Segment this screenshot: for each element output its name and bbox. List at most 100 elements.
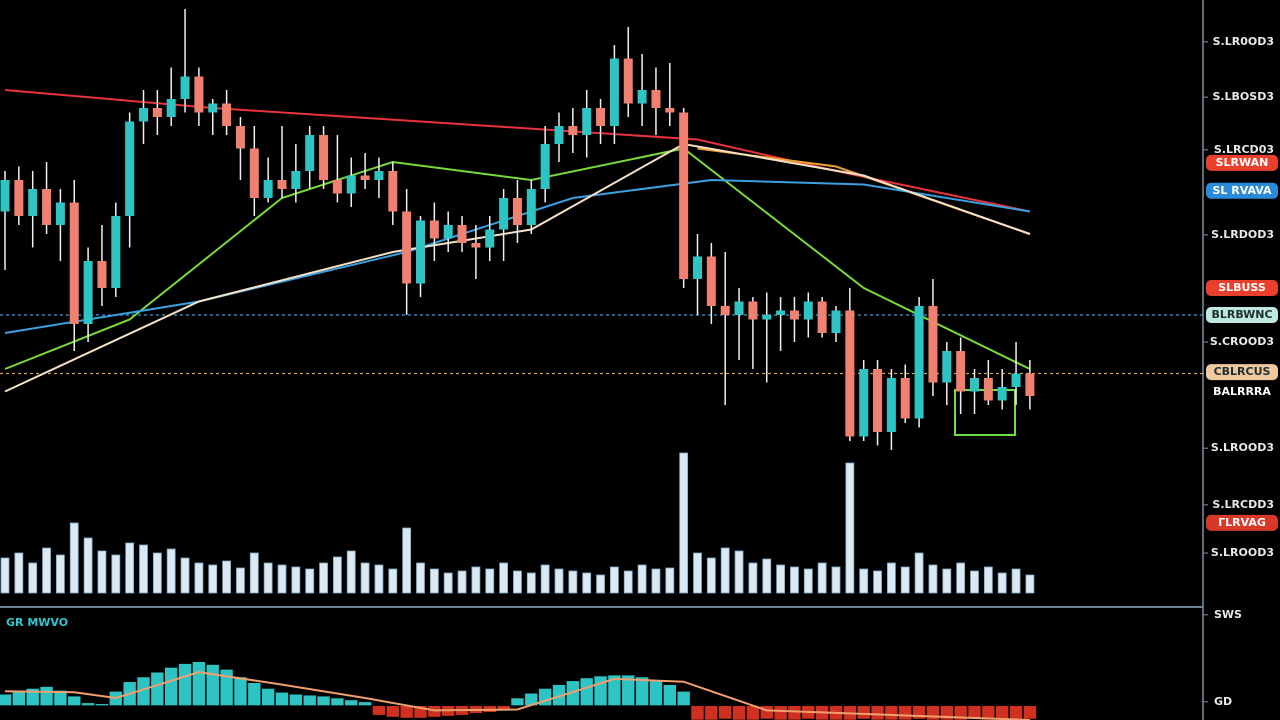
candle-body [42,189,52,225]
candle-body [582,108,592,135]
price-tag-label: ΓLRVAG [1218,516,1266,529]
volume-bar [263,562,273,594]
indicator-title: GR MWVO [6,616,68,629]
histogram-bar [898,705,913,720]
candle-body [928,306,938,383]
histogram-bar [0,693,12,706]
histogram-bar [884,705,899,720]
volume-bar [194,562,204,594]
histogram-bar [649,679,663,706]
candle-body [152,108,162,117]
volume-bar [402,527,412,594]
y-tick-label: S.CROOD3 [1210,335,1274,348]
volume-bar [28,562,38,594]
histogram-bar [261,688,275,706]
moving-average [4,147,1031,370]
candle-body [111,216,121,288]
histogram-bar [621,674,636,706]
candle-body [443,225,453,239]
price-tag-bg [1206,307,1278,323]
candle-body [637,90,647,104]
histogram-bar [967,705,982,720]
candle-body [166,99,176,117]
volume-bar [166,548,176,594]
candle-body [55,202,65,225]
price-tag-bg [1206,280,1278,296]
volume-bar [734,550,744,594]
candle-body [540,144,550,189]
candle-body [388,171,398,212]
candle-body [997,387,1007,401]
volume-bar [748,562,758,594]
candle-body [720,306,730,315]
histogram-bar [718,705,733,720]
price-tag-label: SLBUSS [1218,281,1266,294]
candle-body [693,256,702,279]
volume-bar [388,568,398,594]
price-tag-bg [1206,182,1278,199]
volume-bar [291,566,301,594]
volume-bar [554,568,564,594]
volume-bar [914,552,924,594]
volume-bar [0,557,10,594]
histogram-bar [289,693,303,706]
volume-bar [693,552,702,594]
volume-bar [790,566,799,594]
y-tick-label: SWS [1214,608,1242,621]
candle-body [859,369,869,437]
candle-body [803,301,813,320]
histogram-bar [773,705,788,720]
volume-bar [69,522,79,594]
volume-bar [1011,568,1021,594]
volume-bar [845,462,855,594]
candle-body [125,121,135,216]
volume-bar [513,570,522,594]
candle-body [609,58,619,126]
candle-body [332,180,342,194]
candle-body [83,261,93,324]
candle-body [665,108,675,113]
candle-body [956,351,966,392]
volume-bar [900,566,910,594]
histogram-bar [330,697,345,706]
histogram-bar [67,695,82,706]
candle-body [651,90,661,108]
candle-body [706,256,716,306]
candle-body [623,58,633,104]
histogram-bar [385,705,400,718]
price-tag-label: BALRRRA [1213,385,1271,398]
candle-body [873,369,883,432]
histogram-bar [704,705,719,720]
volume-bar [956,562,966,594]
volume-bar [596,574,605,594]
histogram-bar [579,677,594,706]
volume-bar [831,566,841,594]
histogram-bar [1009,705,1023,720]
volume-bar [817,562,827,594]
candle-body [319,135,329,180]
histogram-bar [690,705,705,720]
y-tick-label: S.LRCD03 [1214,143,1274,156]
volume-bar [83,537,93,594]
volume-bar [457,570,467,594]
signal-line [4,671,1030,720]
volume-bar [111,554,121,594]
candle-body [14,180,24,216]
candle-body [845,310,855,437]
volume-bar [14,552,24,594]
histogram-bar [53,690,68,706]
histogram-bar [399,705,414,719]
price-tag-label: CBLRCUS [1214,365,1271,378]
candle-body [305,135,315,171]
candle-body [416,220,425,284]
histogram-bar [358,701,372,706]
histogram-bar [593,675,608,706]
price-tag-bg [1206,514,1278,531]
histogram-bar [95,703,109,706]
histogram-bar [759,705,774,720]
histogram-bar [676,691,691,706]
y-tick-label: S.LRDOD3 [1211,228,1274,241]
volume-bar [277,564,287,594]
candle-body [346,175,356,194]
